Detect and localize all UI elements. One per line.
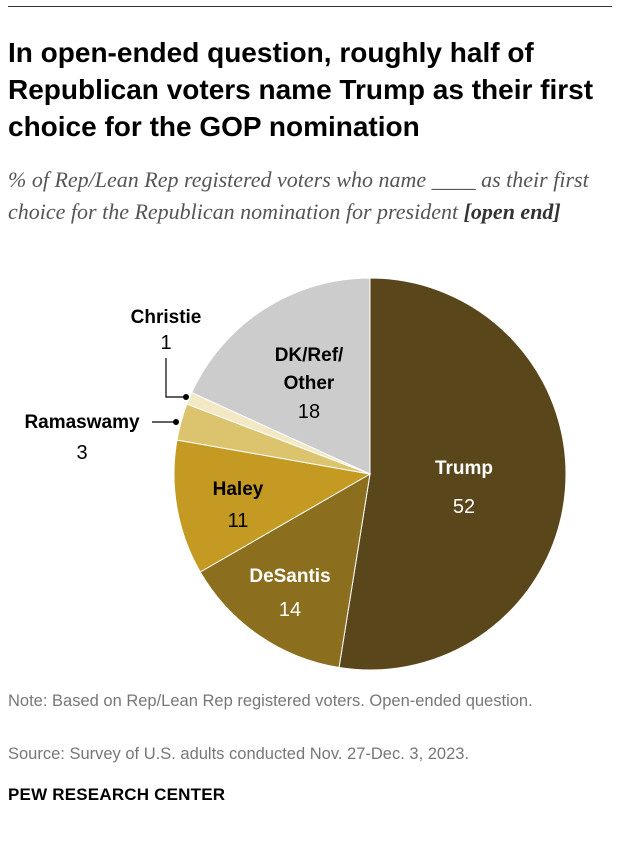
label-desantis-name: DeSantis bbox=[249, 566, 330, 587]
label-desantis-value: 14 bbox=[279, 599, 301, 621]
source: Source: Survey of U.S. adults conducted … bbox=[8, 745, 470, 763]
brand-logo-text: PEW RESEARCH CENTER bbox=[8, 785, 226, 804]
label-dk-ref-other-name: DK/Ref/Other bbox=[275, 345, 344, 394]
christie-leader-line bbox=[165, 358, 186, 398]
label-trump-name: Trump bbox=[435, 458, 493, 479]
subtitle-text: % of Rep/Lean Rep registered voters who … bbox=[8, 167, 589, 224]
label-christie-value: 1 bbox=[160, 332, 171, 354]
label-christie-name: Christie bbox=[131, 307, 202, 328]
ramaswamy-leader-dot bbox=[173, 419, 179, 425]
note: Note: Based on Rep/Lean Rep registered v… bbox=[8, 692, 533, 710]
pie-slices bbox=[173, 277, 567, 671]
label-haley-value: 11 bbox=[228, 510, 249, 532]
label-trump-value: 52 bbox=[453, 496, 475, 518]
label-ramaswamy-value: 3 bbox=[76, 442, 87, 464]
slice-dk-ref-other bbox=[191, 277, 371, 475]
slice-trump bbox=[338, 277, 567, 671]
slice-desantis bbox=[199, 473, 371, 669]
chart-title: In open-ended question, roughly half of … bbox=[8, 37, 594, 142]
label-haley-name: Haley bbox=[213, 479, 264, 500]
top-rule bbox=[8, 6, 612, 7]
pie-labels: Trump 52 DeSantis 14 Haley 11 Ramaswamy 3 Christ… bbox=[24, 307, 493, 621]
christie-leader-dot bbox=[183, 394, 189, 400]
chart-subtitle: % of Rep/Lean Rep registered voters who … bbox=[8, 164, 608, 228]
subtitle-open-end: [open end] bbox=[463, 199, 561, 224]
slice-haley bbox=[173, 439, 372, 573]
pie-chart: Trump 52 DeSantis 14 Haley 11 Ramaswamy 3 Christ… bbox=[24, 277, 567, 671]
label-ramaswamy-name: Ramaswamy bbox=[24, 412, 140, 433]
label-dk-ref-other-value: 18 bbox=[298, 401, 320, 423]
